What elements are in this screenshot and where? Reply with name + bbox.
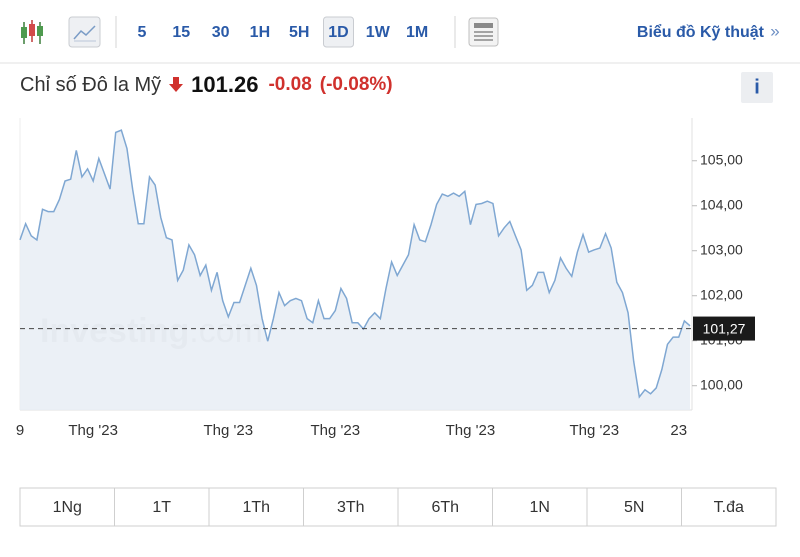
instrument-name: Chỉ số Đô la Mỹ — [20, 73, 162, 96]
y-tick-label: 103,00 — [700, 241, 743, 257]
range-button[interactable]: 5N — [624, 499, 644, 516]
technical-link[interactable]: Biểu đồ Kỹ thuật — [637, 23, 765, 41]
change-percent: (-0.08%) — [319, 74, 393, 95]
down-arrow — [169, 77, 184, 92]
y-tick-label: 100,00 — [700, 376, 743, 392]
y-tick-label: 104,00 — [700, 196, 743, 212]
y-tick-label: 102,00 — [700, 286, 743, 302]
interval-button[interactable]: 1D — [328, 24, 348, 41]
interval-button[interactable]: 30 — [212, 24, 230, 41]
info-label[interactable]: i — [754, 76, 760, 98]
x-tick-label: Thg '23 — [446, 422, 496, 439]
range-button[interactable]: 3Th — [337, 499, 365, 516]
range-button[interactable]: 1T — [152, 499, 171, 516]
area-fill — [20, 130, 690, 410]
change: -0.08 — [268, 74, 312, 95]
interval-button[interactable]: 1H — [250, 24, 270, 41]
candle-icon[interactable] — [21, 20, 43, 44]
interval-button[interactable]: 15 — [172, 24, 190, 41]
last-price-label: 101,27 — [703, 320, 746, 336]
x-tick-label: Thg '23 — [569, 422, 619, 439]
info-button[interactable] — [741, 72, 773, 103]
price-line — [19, 129, 691, 399]
line-icon[interactable] — [68, 16, 101, 48]
range-button[interactable]: T.đa — [714, 499, 744, 516]
interval-button[interactable]: 5H — [289, 24, 309, 41]
interval-selected[interactable] — [323, 16, 354, 48]
interval-button[interactable]: 1M — [406, 24, 428, 41]
range-button[interactable]: 1Ng — [53, 499, 82, 516]
x-tick-label: Thg '23 — [311, 422, 361, 439]
interval-button[interactable]: 5 — [138, 24, 147, 41]
y-tick-label: 105,00 — [700, 151, 743, 167]
link-arrow[interactable]: » — [770, 21, 779, 40]
x-tick-label: Thg '23 — [204, 422, 254, 439]
last-price-box — [693, 316, 755, 341]
range-button[interactable]: 1Th — [242, 499, 270, 516]
x-tick-label: 23 — [670, 422, 687, 439]
header: Chỉ số Đô la Mỹ 101.26 -0.08 (-0.08%) — [20, 70, 393, 100]
range-button[interactable]: 6Th — [431, 499, 459, 516]
interval-button[interactable]: 1W — [366, 24, 391, 41]
x-tick-label: Thg '23 — [68, 422, 118, 439]
news-icon[interactable] — [468, 17, 499, 47]
x-tick-label: 9 — [16, 422, 24, 439]
range-button[interactable]: 1N — [530, 499, 550, 516]
price: 101.26 — [191, 72, 259, 97]
